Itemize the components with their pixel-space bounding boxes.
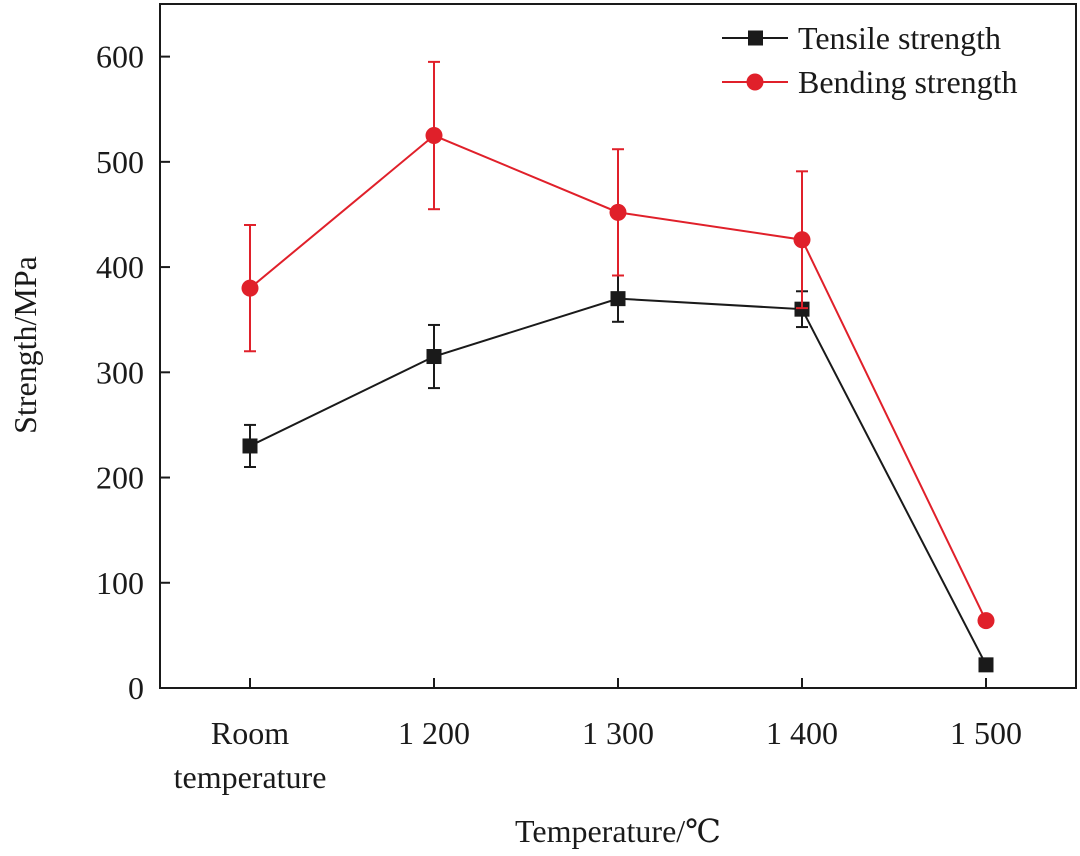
x-tick-label: 1 400 <box>766 715 838 751</box>
y-tick-label: 400 <box>96 249 144 285</box>
data-point-circle <box>793 231 811 249</box>
x-tick-label-line: 1 300 <box>582 715 654 751</box>
x-tick-label: 1 300 <box>582 715 654 751</box>
legend-marker-circle <box>746 73 764 91</box>
x-tick-label-line: 1 200 <box>398 715 470 751</box>
plot-frame <box>159 3 1077 689</box>
data-point-circle <box>241 279 259 297</box>
data-point-square <box>242 438 258 454</box>
y-tick-label: 600 <box>96 39 144 75</box>
legend-label: Bending strength <box>798 64 1018 100</box>
series-tensile-strength <box>242 274 994 673</box>
legend-marker-square <box>748 30 763 46</box>
series-line <box>249 297 987 666</box>
data-point-circle <box>977 612 995 630</box>
plot-area-border <box>159 3 1077 689</box>
x-tick-label-line: temperature <box>174 759 327 795</box>
x-axis-title: Temperature/℃ <box>515 813 721 849</box>
y-tick-label: 200 <box>96 460 144 496</box>
y-tick-label: 100 <box>96 565 144 601</box>
y-axis-title: Strength/MPa <box>7 256 43 434</box>
x-axis-ticks: Room temperature 1 200 1 300 1 400 1 500 <box>174 678 1022 795</box>
y-tick-label: 0 <box>128 670 144 706</box>
x-tick-label-line: Room <box>211 715 289 751</box>
legend: Tensile strength Bending strength <box>722 20 1018 100</box>
y-axis-ticks: 0 100 200 300 400 500 600 <box>96 39 170 706</box>
x-tick-label: 1 500 <box>950 715 1022 751</box>
data-point-square <box>426 349 442 365</box>
x-tick-label: Room temperature <box>174 715 327 795</box>
data-point-circle <box>425 127 443 145</box>
y-tick-label: 300 <box>96 354 144 390</box>
legend-label: Tensile strength <box>798 20 1001 56</box>
data-point-square <box>978 657 994 673</box>
x-tick-label-line: 1 400 <box>766 715 838 751</box>
data-point-square <box>794 301 810 317</box>
data-point-circle <box>609 203 627 221</box>
x-tick-label-line: 1 500 <box>950 715 1022 751</box>
x-tick-label: 1 200 <box>398 715 470 751</box>
data-point-square <box>610 291 626 307</box>
series-layer <box>241 60 995 673</box>
series-bending-strength <box>241 60 995 630</box>
y-tick-label: 500 <box>96 144 144 180</box>
